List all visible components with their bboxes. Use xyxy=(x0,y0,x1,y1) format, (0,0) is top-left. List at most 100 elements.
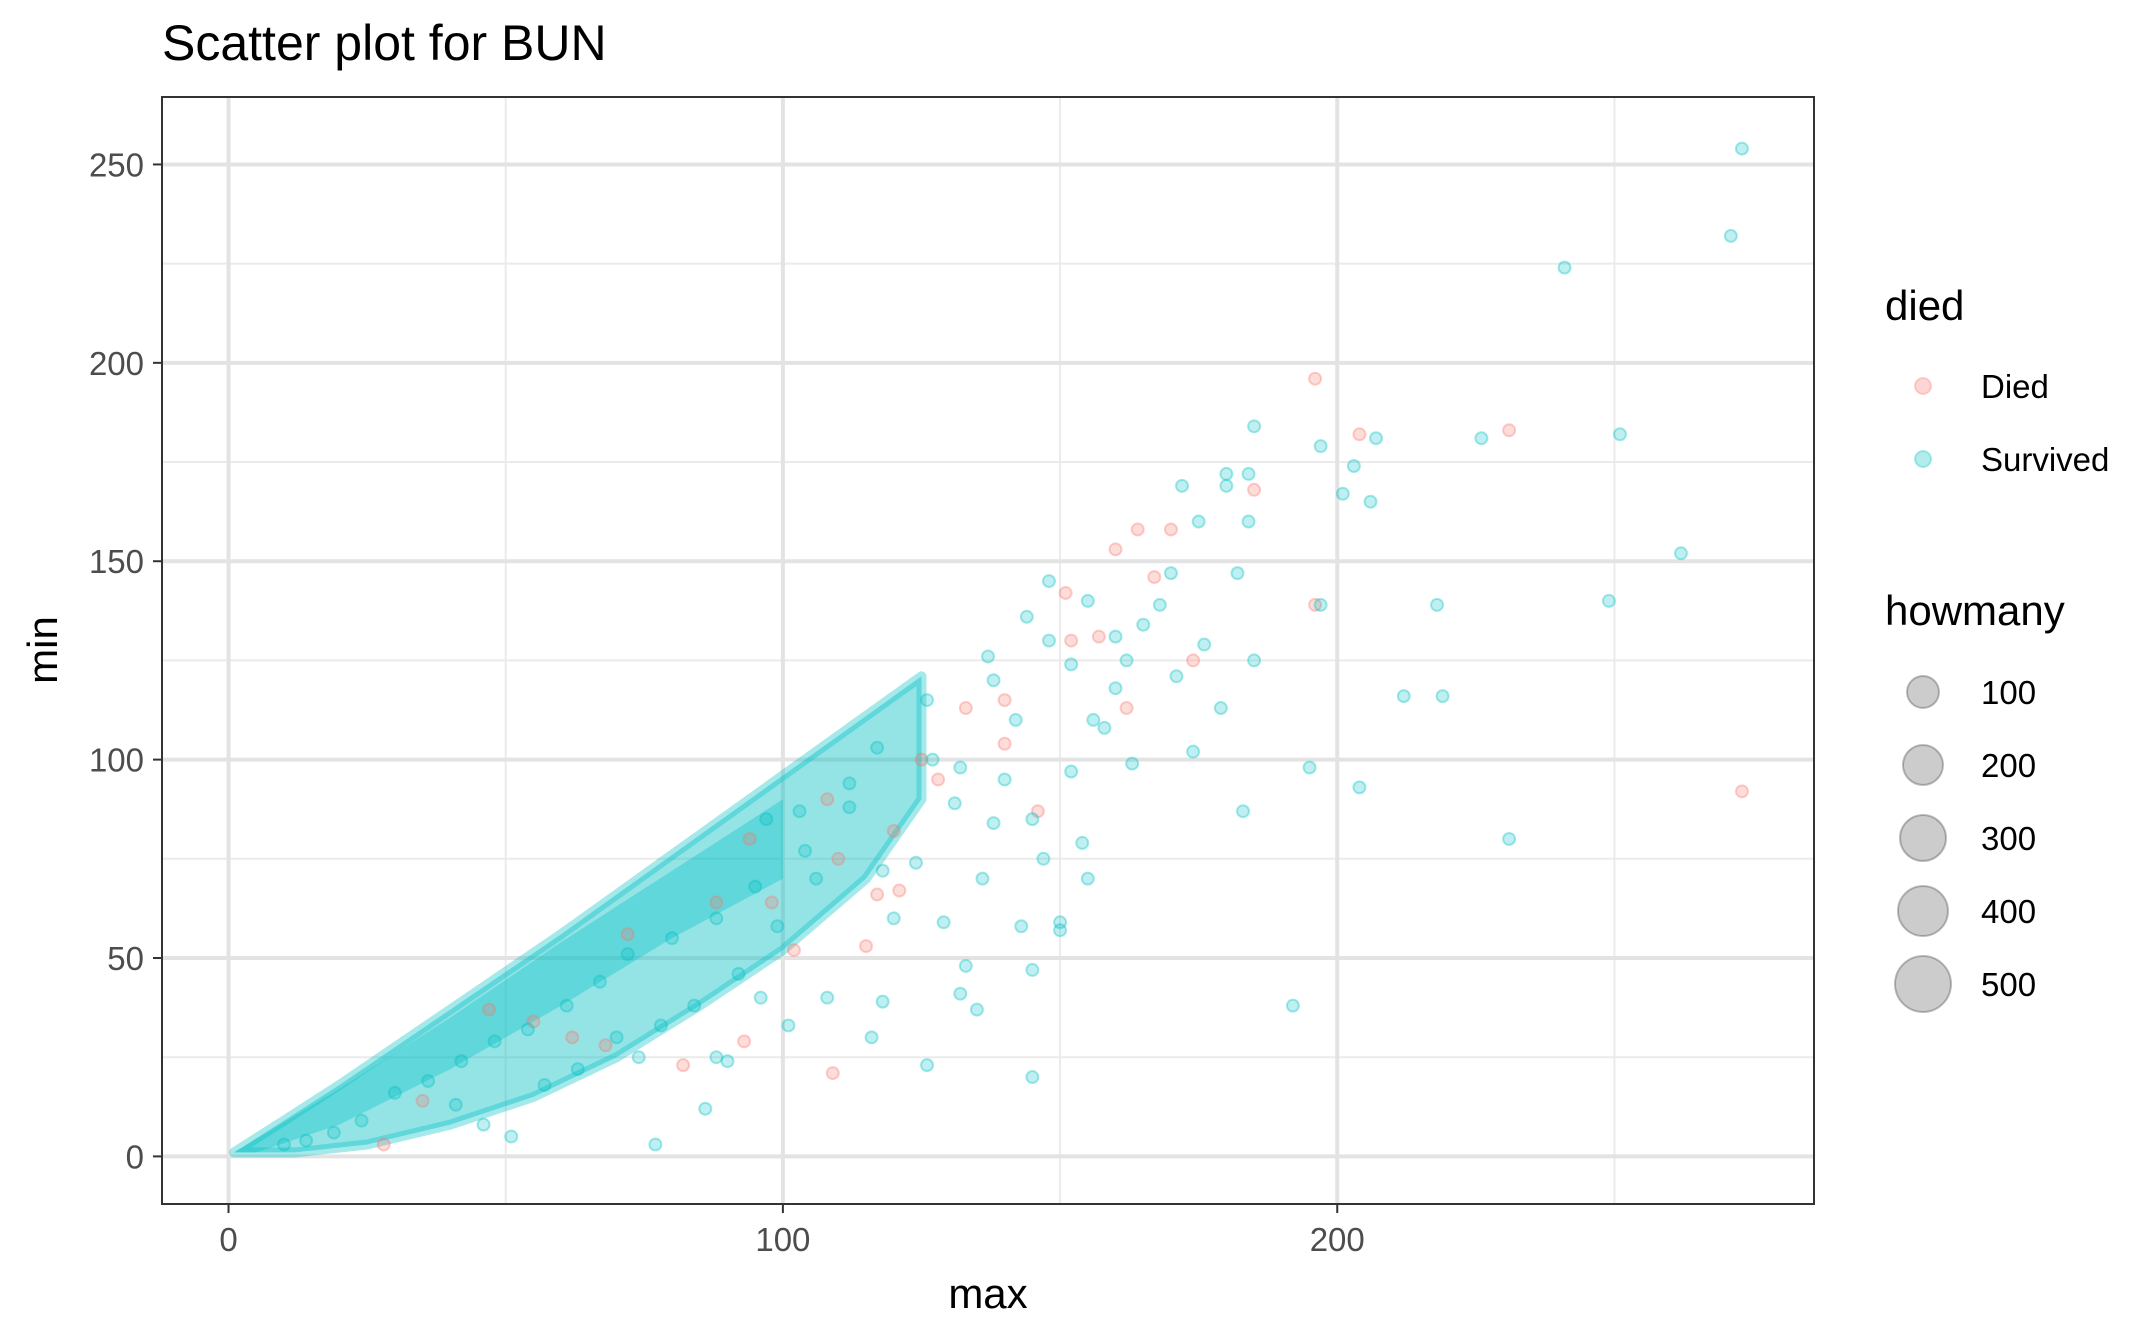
y-tick-label: 150 xyxy=(89,543,144,580)
point-survived xyxy=(1723,228,1738,243)
point-died xyxy=(1108,542,1123,557)
point-survived xyxy=(969,1002,984,1017)
point-survived xyxy=(798,843,813,858)
point-died xyxy=(764,895,779,910)
point-survived xyxy=(1136,617,1151,632)
point-died xyxy=(1064,633,1079,648)
point-survived xyxy=(820,990,835,1005)
size-legend-title: howmany xyxy=(1885,587,2065,634)
point-died xyxy=(526,1014,541,1029)
point-survived xyxy=(1502,831,1517,846)
point-survived xyxy=(1014,919,1029,934)
point-survived xyxy=(609,1030,624,1045)
point-survived xyxy=(986,816,1001,831)
point-survived xyxy=(958,958,973,973)
legend-label-survived: Survived xyxy=(1981,441,2109,478)
point-survived xyxy=(1197,637,1212,652)
point-survived xyxy=(1086,712,1101,727)
point-survived xyxy=(875,994,890,1009)
point-died xyxy=(892,883,907,898)
point-died xyxy=(886,824,901,839)
point-survived xyxy=(1025,962,1040,977)
point-survived xyxy=(1041,633,1056,648)
point-survived xyxy=(520,1022,535,1037)
size-label-100: 100 xyxy=(1981,674,2036,711)
point-survived xyxy=(387,1085,402,1100)
point-survived xyxy=(1191,514,1206,529)
point-survived xyxy=(1474,431,1489,446)
x-tick-label: 0 xyxy=(219,1221,237,1258)
point-died xyxy=(1091,629,1106,644)
point-died xyxy=(831,851,846,866)
point-survived xyxy=(1119,653,1134,668)
point-survived xyxy=(997,772,1012,787)
point-died xyxy=(997,693,1012,708)
point-died xyxy=(958,701,973,716)
size-key-400 xyxy=(1897,885,1949,937)
point-survived xyxy=(1247,653,1262,668)
plot-background xyxy=(162,97,1814,1204)
point-died xyxy=(859,939,874,954)
point-survived xyxy=(354,1113,369,1128)
size-label-500: 500 xyxy=(1981,966,2036,1003)
point-survived xyxy=(1313,439,1328,454)
point-survived xyxy=(953,760,968,775)
point-survived xyxy=(299,1133,314,1148)
point-survived xyxy=(1213,701,1228,716)
point-survived xyxy=(870,740,885,755)
point-survived xyxy=(981,649,995,664)
point-survived xyxy=(454,1054,469,1069)
point-survived xyxy=(709,911,724,926)
point-survived xyxy=(1285,998,1300,1013)
y-axis-title: min xyxy=(19,616,66,684)
point-survived xyxy=(1097,720,1112,735)
point-survived xyxy=(1169,669,1184,684)
color-legend-title: died xyxy=(1885,282,1964,329)
point-died xyxy=(1030,804,1045,819)
point-survived xyxy=(1335,486,1350,501)
point-died xyxy=(376,1137,391,1152)
point-survived xyxy=(559,998,574,1013)
point-survived xyxy=(1186,744,1201,759)
point-survived xyxy=(653,1018,668,1033)
point-died xyxy=(786,943,801,958)
point-survived xyxy=(1396,689,1411,704)
x-tick-label: 100 xyxy=(755,1221,810,1258)
point-survived xyxy=(1080,593,1095,608)
point-survived xyxy=(476,1117,491,1132)
point-survived xyxy=(1601,593,1616,608)
point-survived xyxy=(1734,141,1749,156)
chart-title: Scatter plot for BUN xyxy=(162,15,607,71)
legend-key-died xyxy=(1914,377,1932,395)
point-survived xyxy=(1435,689,1450,704)
point-survived xyxy=(842,800,857,815)
point-survived xyxy=(1080,871,1095,886)
point-survived xyxy=(1163,566,1178,581)
point-died xyxy=(598,1038,613,1053)
point-survived xyxy=(792,804,807,819)
point-survived xyxy=(421,1074,436,1088)
point-survived xyxy=(1313,597,1328,612)
point-died xyxy=(1163,522,1178,537)
point-survived xyxy=(620,947,635,962)
point-survived xyxy=(864,1030,879,1045)
point-died xyxy=(1130,522,1145,537)
point-survived xyxy=(537,1077,552,1092)
size-legend: howmany 100 200 300 400 500 xyxy=(1885,587,2065,1013)
dense-point-band xyxy=(229,671,927,1158)
dense-band xyxy=(229,671,927,1158)
point-died xyxy=(737,1034,752,1049)
point-died xyxy=(1147,570,1162,585)
point-died xyxy=(1186,653,1201,668)
point-survived xyxy=(770,919,785,934)
point-survived xyxy=(753,990,768,1005)
point-survived xyxy=(448,1097,463,1112)
point-survived xyxy=(925,752,940,767)
point-died xyxy=(482,1002,497,1017)
point-survived xyxy=(1369,431,1384,446)
point-survived xyxy=(1557,260,1572,275)
point-survived xyxy=(1108,629,1123,644)
x-tick-label: 200 xyxy=(1310,1221,1365,1258)
legend-key-survived xyxy=(1914,450,1932,468)
